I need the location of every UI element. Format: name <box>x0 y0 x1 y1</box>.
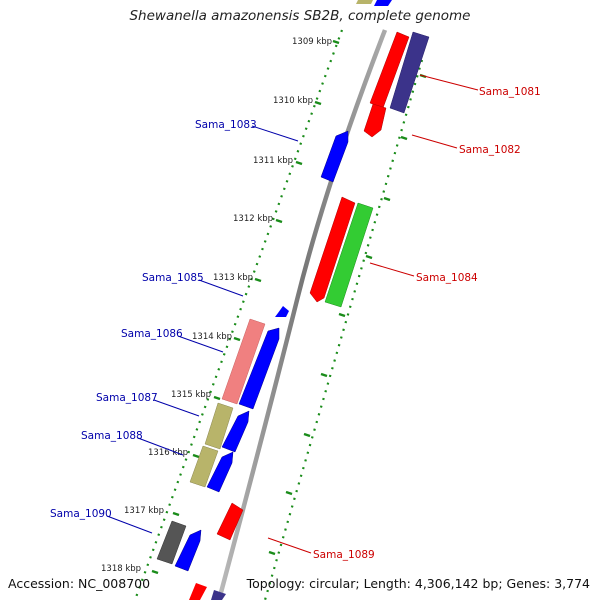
kbp-label: 1314 kbp <box>192 332 232 342</box>
gene-sama-1087-olive[interactable] <box>204 402 234 450</box>
inner-dotted-track <box>133 29 344 600</box>
leader-line <box>411 134 458 149</box>
gene-sama-1082[interactable] <box>363 103 387 138</box>
leader-line <box>137 437 184 456</box>
kbp-label: 1310 kbp <box>273 96 313 106</box>
tick-dash <box>268 550 276 556</box>
kbp-label: 1318 kbp <box>101 564 141 574</box>
kbp-label: 1315 kbp <box>171 390 211 400</box>
kbp-label: 1317 kbp <box>124 506 164 516</box>
tick-dash <box>285 490 293 496</box>
gene-labels-right: Sama_1081 Sama_1082 Sama_1084 Sama_1089 <box>313 86 541 561</box>
gene-sama-1090-gray[interactable] <box>156 520 187 565</box>
gene-label[interactable]: Sama_1087 <box>96 392 158 404</box>
gene-label[interactable]: Sama_1090 <box>50 508 112 520</box>
gene-top-blue[interactable] <box>374 0 392 6</box>
gene-sama-1083[interactable] <box>320 130 349 183</box>
tick-dash <box>295 160 303 166</box>
forward-genes <box>189 0 430 600</box>
reverse-genes <box>156 130 349 572</box>
topology-text: Topology: circular; Length: 4,306,142 bp… <box>246 576 590 591</box>
kbp-label: 1312 kbp <box>233 214 273 224</box>
gene-sama-1087-blue[interactable] <box>221 410 250 453</box>
gene-sama-1086-pink[interactable] <box>221 318 266 405</box>
tick-dash <box>303 432 311 438</box>
gene-sama-1084-green[interactable] <box>324 202 374 308</box>
tick-dash <box>320 372 328 378</box>
gene-sama-1081-navy[interactable] <box>389 31 430 114</box>
tick-dash <box>213 395 221 401</box>
leader-line <box>106 515 153 534</box>
kbp-label: 1311 kbp <box>253 156 293 166</box>
leader-line <box>369 262 415 277</box>
gene-sama-1084-red[interactable] <box>309 196 356 303</box>
tick-dash <box>400 135 408 141</box>
gene-label[interactable]: Sama_1088 <box>81 430 143 442</box>
leader-line <box>198 279 244 297</box>
tick-dash <box>332 39 340 45</box>
tick-dash <box>338 312 346 318</box>
gene-sama-1089[interactable] <box>216 502 244 541</box>
gene-labels-left: Sama_1083 Sama_1085 Sama_1086 Sama_1087 … <box>50 119 257 520</box>
gene-label[interactable]: Sama_1083 <box>195 119 257 131</box>
gene-label[interactable]: Sama_1089 <box>313 549 375 561</box>
tick-dash <box>275 218 283 224</box>
kbp-label: 1316 kbp <box>148 448 188 458</box>
leader-line <box>251 125 299 142</box>
gene-label[interactable]: Sama_1086 <box>121 328 183 340</box>
leader-line <box>153 399 200 417</box>
gene-bottom-navy[interactable] <box>211 590 226 600</box>
kbp-label: 1309 kbp <box>292 37 332 47</box>
tick-dash <box>172 511 180 517</box>
leader-line <box>177 335 224 353</box>
tick-dash <box>254 277 262 283</box>
tick-dashes <box>151 39 340 575</box>
gene-label[interactable]: Sama_1085 <box>142 272 204 284</box>
gene-sama-1090-blue[interactable] <box>174 529 202 572</box>
outer-dotted-track <box>263 59 424 600</box>
tick-dash <box>192 453 200 459</box>
gene-bottom-red[interactable] <box>189 583 207 600</box>
leader-line <box>267 537 312 554</box>
gene-sama-1088-blue[interactable] <box>206 451 234 493</box>
gene-top-olive[interactable] <box>356 0 373 4</box>
gene-sama-1088-olive[interactable] <box>189 445 219 488</box>
gene-sama-1086-blue[interactable] <box>238 327 280 410</box>
tick-dash <box>314 100 322 106</box>
tick-dash <box>151 569 159 575</box>
accession-text: Accession: NC_008700 <box>8 576 151 591</box>
kbp-labels: 1309 kbp 1310 kbp 1311 kbp 1312 kbp 1313… <box>101 37 332 574</box>
gene-sama-1085[interactable] <box>275 306 289 317</box>
leader-line <box>419 74 479 91</box>
genome-backbone-line <box>216 29 388 600</box>
gene-label[interactable]: Sama_1084 <box>416 272 478 284</box>
page-title: Shewanella amazonensis SB2B, complete ge… <box>129 8 471 24</box>
gene-label[interactable]: Sama_1082 <box>459 144 521 156</box>
gene-label[interactable]: Sama_1081 <box>479 86 541 98</box>
leader-lines <box>106 74 479 554</box>
genome-backbone <box>217 28 393 600</box>
tick-dash <box>233 336 241 342</box>
tick-dash <box>383 196 391 202</box>
tick-dash <box>365 254 373 260</box>
kbp-label: 1313 kbp <box>213 273 253 283</box>
